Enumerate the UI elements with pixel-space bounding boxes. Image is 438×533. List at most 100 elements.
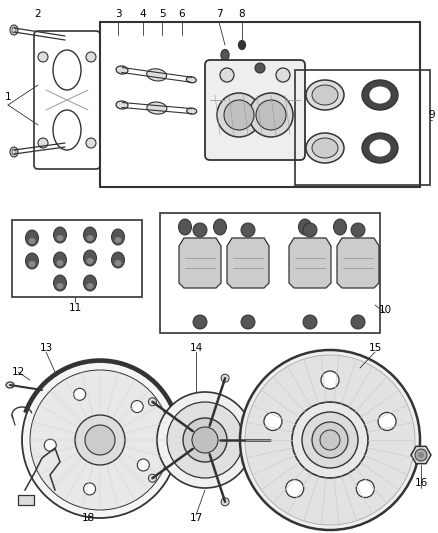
Text: 3: 3 (115, 9, 121, 19)
Text: 6: 6 (179, 9, 185, 19)
Circle shape (320, 430, 340, 450)
Polygon shape (337, 238, 379, 288)
Circle shape (38, 52, 48, 62)
Ellipse shape (10, 25, 18, 35)
Ellipse shape (239, 41, 246, 50)
Ellipse shape (28, 261, 35, 267)
Ellipse shape (369, 139, 391, 157)
Bar (160, 213, 380, 333)
Text: 7: 7 (215, 9, 223, 19)
Ellipse shape (84, 250, 96, 266)
Ellipse shape (84, 227, 96, 243)
Ellipse shape (53, 110, 81, 150)
Ellipse shape (312, 138, 338, 158)
Circle shape (221, 498, 229, 506)
Ellipse shape (299, 219, 311, 235)
Ellipse shape (86, 283, 93, 289)
Ellipse shape (57, 283, 64, 289)
Circle shape (137, 459, 149, 471)
Circle shape (220, 68, 234, 82)
Text: 2: 2 (35, 9, 41, 19)
Text: 15: 15 (368, 343, 381, 353)
Ellipse shape (53, 252, 67, 268)
Ellipse shape (28, 238, 35, 244)
Ellipse shape (369, 86, 391, 104)
Circle shape (221, 374, 229, 382)
Ellipse shape (53, 50, 81, 90)
Ellipse shape (186, 77, 196, 83)
Ellipse shape (147, 102, 167, 114)
Ellipse shape (147, 69, 166, 81)
Circle shape (321, 371, 339, 389)
Ellipse shape (179, 219, 191, 235)
Circle shape (44, 439, 56, 451)
Circle shape (256, 100, 286, 130)
Circle shape (302, 412, 358, 468)
Text: 5: 5 (159, 9, 165, 19)
Circle shape (378, 413, 396, 431)
Ellipse shape (114, 260, 121, 266)
Circle shape (22, 362, 178, 518)
Circle shape (86, 52, 96, 62)
Bar (18, 495, 34, 505)
Bar (12, 220, 142, 297)
Ellipse shape (112, 252, 124, 268)
Ellipse shape (306, 80, 344, 110)
Circle shape (415, 449, 427, 461)
Text: 9: 9 (429, 110, 435, 120)
Text: 12: 12 (11, 367, 25, 377)
Text: 17: 17 (189, 513, 203, 523)
Ellipse shape (187, 108, 197, 114)
Circle shape (266, 436, 274, 444)
Ellipse shape (112, 229, 124, 245)
Ellipse shape (213, 219, 226, 235)
Circle shape (286, 480, 304, 497)
FancyBboxPatch shape (205, 60, 305, 160)
Ellipse shape (53, 275, 67, 291)
Ellipse shape (351, 223, 365, 237)
Circle shape (85, 425, 115, 455)
Polygon shape (179, 238, 221, 288)
Ellipse shape (362, 133, 398, 163)
Polygon shape (289, 238, 331, 288)
Text: 10: 10 (378, 305, 392, 315)
Text: 14: 14 (189, 343, 203, 353)
Circle shape (38, 138, 48, 148)
Polygon shape (227, 238, 269, 288)
Circle shape (356, 480, 374, 497)
Ellipse shape (312, 85, 338, 105)
Circle shape (74, 389, 86, 400)
Text: 11: 11 (68, 303, 81, 313)
Bar (295, 70, 430, 185)
Circle shape (75, 415, 125, 465)
Ellipse shape (241, 223, 255, 237)
Circle shape (255, 63, 265, 73)
Ellipse shape (241, 315, 255, 329)
Ellipse shape (333, 219, 346, 235)
Ellipse shape (221, 50, 229, 61)
Circle shape (167, 402, 243, 478)
Ellipse shape (10, 147, 18, 157)
Circle shape (292, 402, 368, 478)
Bar (100, 22, 420, 187)
Ellipse shape (116, 101, 128, 109)
Circle shape (245, 355, 415, 525)
Ellipse shape (351, 315, 365, 329)
Circle shape (157, 392, 253, 488)
Circle shape (264, 413, 282, 431)
Circle shape (86, 138, 96, 148)
Ellipse shape (116, 66, 128, 74)
Ellipse shape (53, 227, 67, 243)
Text: 16: 16 (414, 478, 427, 488)
Circle shape (192, 427, 218, 453)
Circle shape (148, 398, 156, 406)
Ellipse shape (84, 275, 96, 291)
Circle shape (30, 370, 170, 510)
Ellipse shape (193, 315, 207, 329)
Text: 4: 4 (140, 9, 146, 19)
Ellipse shape (303, 223, 317, 237)
Text: 18: 18 (81, 513, 95, 523)
Ellipse shape (57, 235, 64, 241)
Circle shape (224, 100, 254, 130)
Circle shape (249, 93, 293, 137)
